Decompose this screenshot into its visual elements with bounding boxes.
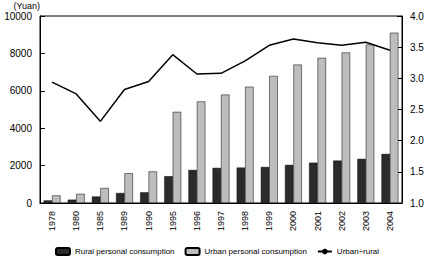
svg-text:4000: 4000 bbox=[10, 123, 33, 134]
svg-text:2002: 2002 bbox=[337, 211, 347, 231]
svg-text:(Yuan): (Yuan) bbox=[13, 1, 40, 11]
svg-text:2003: 2003 bbox=[361, 211, 371, 231]
svg-text:2000: 2000 bbox=[288, 211, 298, 231]
svg-text:1.0: 1.0 bbox=[410, 198, 424, 209]
svg-text:1999: 1999 bbox=[264, 211, 274, 231]
svg-text:Rural personal consumption: Rural personal consumption bbox=[75, 247, 175, 256]
svg-text:2000: 2000 bbox=[10, 160, 33, 171]
svg-text:1978: 1978 bbox=[47, 211, 57, 231]
svg-text:4.0: 4.0 bbox=[410, 11, 424, 22]
svg-text:2.0: 2.0 bbox=[410, 135, 424, 146]
svg-text:2001: 2001 bbox=[313, 211, 323, 231]
svg-text:1989: 1989 bbox=[119, 211, 129, 231]
svg-text:3.5: 3.5 bbox=[410, 42, 424, 53]
svg-text:1996: 1996 bbox=[192, 211, 202, 231]
svg-text:1980: 1980 bbox=[71, 211, 81, 231]
svg-text:Urban÷rural: Urban÷rural bbox=[337, 247, 379, 256]
svg-text:1985: 1985 bbox=[95, 211, 105, 231]
svg-text:2004: 2004 bbox=[385, 211, 395, 231]
svg-text:2.5: 2.5 bbox=[410, 104, 424, 115]
svg-text:1995: 1995 bbox=[168, 211, 178, 231]
svg-text:8000: 8000 bbox=[10, 48, 33, 59]
svg-text:1.5: 1.5 bbox=[410, 166, 424, 177]
svg-text:1997: 1997 bbox=[216, 211, 226, 231]
svg-text:Urban personal consumption: Urban personal consumption bbox=[205, 247, 307, 256]
svg-text:0: 0 bbox=[26, 198, 32, 209]
svg-text:10000: 10000 bbox=[4, 11, 32, 22]
svg-text:3.0: 3.0 bbox=[410, 73, 424, 84]
svg-text:1990: 1990 bbox=[144, 211, 154, 231]
svg-text:1998: 1998 bbox=[240, 211, 250, 231]
svg-text:6000: 6000 bbox=[10, 85, 33, 96]
